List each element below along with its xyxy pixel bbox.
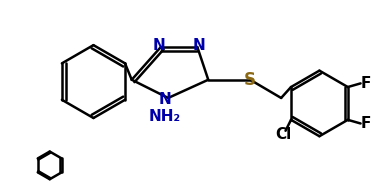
Text: F: F — [361, 76, 371, 91]
Text: N: N — [158, 92, 171, 107]
Text: N: N — [193, 38, 206, 53]
Text: N: N — [152, 38, 165, 53]
Text: NH₂: NH₂ — [149, 109, 181, 124]
Text: F: F — [361, 116, 371, 131]
Text: S: S — [244, 71, 256, 89]
Text: Cl: Cl — [276, 127, 292, 142]
